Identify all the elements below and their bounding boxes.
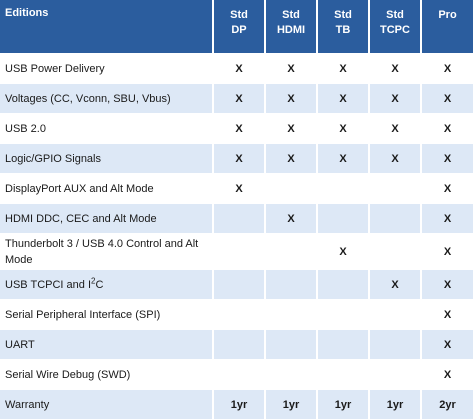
table-cell: X — [265, 114, 317, 144]
table-cell: X — [421, 360, 473, 390]
feature-label-suffix: C — [95, 279, 103, 291]
table-cell: X — [421, 174, 473, 204]
table-cell — [265, 360, 317, 390]
feature-label-prefix: USB TCPCI and I — [5, 279, 91, 291]
table-cell: X — [213, 54, 265, 84]
warranty-cell: 1yr — [265, 390, 317, 419]
table-cell: X — [421, 144, 473, 174]
feature-label: Serial Wire Debug (SWD) — [0, 360, 213, 390]
table-cell — [265, 270, 317, 300]
feature-label: USB TCPCI and I2C — [0, 270, 213, 300]
warranty-cell: 1yr — [369, 390, 421, 419]
table-cell: X — [421, 204, 473, 234]
table-row: HDMI DDC, CEC and Alt Mode X X — [0, 204, 473, 234]
warranty-cell: 2yr — [421, 390, 473, 419]
table-cell: X — [369, 54, 421, 84]
table-cell — [213, 300, 265, 330]
table-cell — [213, 204, 265, 234]
table-cell: X — [265, 84, 317, 114]
table-cell: X — [317, 144, 369, 174]
table-row: Serial Wire Debug (SWD) X — [0, 360, 473, 390]
table-row: USB TCPCI and I2C X X — [0, 270, 473, 300]
table-cell: X — [317, 234, 369, 270]
feature-label: UART — [0, 330, 213, 360]
table-cell — [213, 234, 265, 270]
table-cell — [213, 360, 265, 390]
table-row: Voltages (CC, Vconn, SBU, Vbus) X X X X … — [0, 84, 473, 114]
feature-label: Voltages (CC, Vconn, SBU, Vbus) — [0, 84, 213, 114]
table-cell: X — [265, 204, 317, 234]
table-cell: X — [369, 84, 421, 114]
table-cell: X — [421, 270, 473, 300]
table-cell: X — [421, 330, 473, 360]
table-cell — [317, 270, 369, 300]
table-cell: X — [421, 84, 473, 114]
table-cell: X — [317, 114, 369, 144]
table-cell: X — [421, 54, 473, 84]
table-cell — [317, 360, 369, 390]
table-cell: X — [213, 84, 265, 114]
table-row: USB 2.0 X X X X X — [0, 114, 473, 144]
table-row: Thunderbolt 3 / USB 4.0 Control and Alt … — [0, 234, 473, 270]
table-row: Logic/GPIO Signals X X X X X — [0, 144, 473, 174]
warranty-cell: 1yr — [213, 390, 265, 419]
feature-label: USB Power Delivery — [0, 54, 213, 84]
table-cell — [317, 204, 369, 234]
table-cell: X — [213, 144, 265, 174]
table-cell: X — [369, 114, 421, 144]
table-cell — [317, 330, 369, 360]
table-cell — [369, 234, 421, 270]
table-cell: X — [421, 234, 473, 270]
table-cell: X — [213, 114, 265, 144]
table-cell — [369, 330, 421, 360]
table-cell: X — [421, 114, 473, 144]
table-cell: X — [317, 54, 369, 84]
table-row: Serial Peripheral Interface (SPI) X — [0, 300, 473, 330]
table-cell — [265, 234, 317, 270]
table-cell — [369, 174, 421, 204]
table-cell — [369, 204, 421, 234]
table-cell — [369, 360, 421, 390]
table-cell — [317, 300, 369, 330]
feature-label: HDMI DDC, CEC and Alt Mode — [0, 204, 213, 234]
table-cell: X — [369, 270, 421, 300]
table-row: DisplayPort AUX and Alt Mode X X — [0, 174, 473, 204]
warranty-row: Warranty 1yr 1yr 1yr 1yr 2yr — [0, 390, 473, 419]
table-cell — [317, 174, 369, 204]
feature-label: Thunderbolt 3 / USB 4.0 Control and Alt … — [0, 234, 213, 270]
table-row: UART X — [0, 330, 473, 360]
table-cell — [213, 270, 265, 300]
feature-label: Serial Peripheral Interface (SPI) — [0, 300, 213, 330]
table-cell: X — [213, 174, 265, 204]
table-cell: X — [265, 144, 317, 174]
table-cell — [265, 300, 317, 330]
table-cell: X — [317, 84, 369, 114]
table-cell: X — [421, 300, 473, 330]
table-cell: X — [369, 144, 421, 174]
feature-label: Logic/GPIO Signals — [0, 144, 213, 174]
edition-pro-header: Pro — [421, 0, 473, 54]
table-cell — [213, 330, 265, 360]
feature-label: Warranty — [0, 390, 213, 419]
warranty-cell: 1yr — [317, 390, 369, 419]
feature-label: USB 2.0 — [0, 114, 213, 144]
table-cell: X — [265, 54, 317, 84]
editions-header: Editions — [0, 0, 213, 54]
table-cell — [369, 300, 421, 330]
table-cell — [265, 330, 317, 360]
feature-label: DisplayPort AUX and Alt Mode — [0, 174, 213, 204]
table-cell — [265, 174, 317, 204]
table-row: USB Power Delivery X X X X X — [0, 54, 473, 84]
